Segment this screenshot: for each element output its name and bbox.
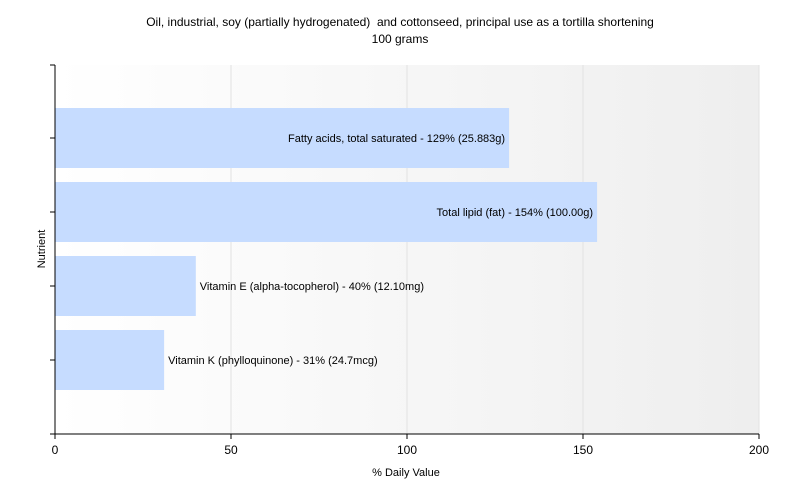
x-tick-label: 0 xyxy=(52,443,59,457)
x-tick-label: 200 xyxy=(749,443,769,457)
chart-title: Oil, industrial, soy (partially hydrogen… xyxy=(0,14,800,48)
bar xyxy=(55,182,598,242)
y-axis-title: Nutrient xyxy=(36,230,48,269)
x-axis-title: % Daily Value xyxy=(372,467,440,479)
bar-data-label: Total lipid (fat) - 154% (100.00g) xyxy=(437,207,594,219)
bar xyxy=(55,256,196,316)
bar-data-label: Fatty acids, total saturated - 129% (25.… xyxy=(288,133,505,145)
bar-data-label: Vitamin E (alpha-tocopherol) - 40% (12.1… xyxy=(200,281,424,293)
chart-subtitle: 100 grams xyxy=(371,32,429,46)
x-tick-label: 100 xyxy=(397,443,417,457)
x-tick-label: 150 xyxy=(573,443,593,457)
bar xyxy=(55,108,510,168)
bar-data-label: Vitamin K (phylloquinone) - 31% (24.7mcg… xyxy=(168,355,378,367)
x-tick-label: 50 xyxy=(224,443,238,457)
bar xyxy=(55,330,165,390)
chart-title-line: Oil, industrial, soy (partially hydrogen… xyxy=(146,15,654,29)
